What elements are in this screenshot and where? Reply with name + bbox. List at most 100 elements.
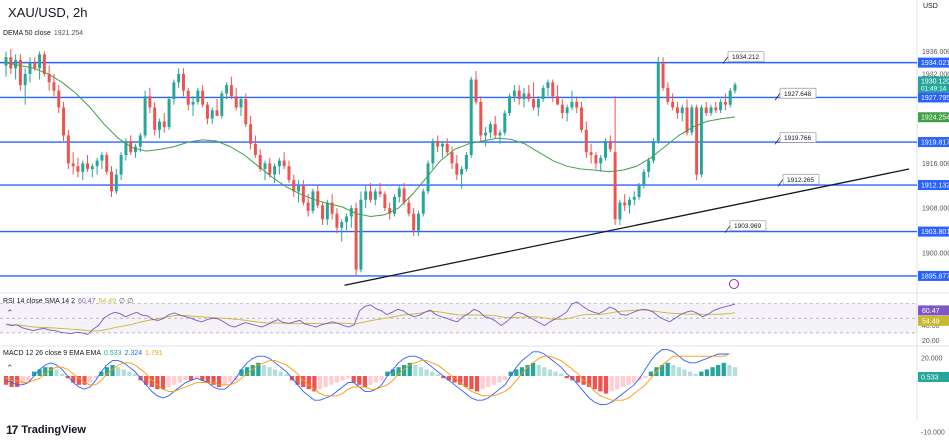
candle-body — [23, 73, 27, 86]
macd-collapse-icon[interactable]: ⌃ — [6, 363, 14, 373]
macd-histogram-bar — [43, 367, 48, 376]
macd-histogram-bar — [603, 376, 609, 394]
macd-legend-line: 2.324 — [124, 350, 143, 357]
ma-legend-name: DEMA 50 close — [3, 30, 51, 37]
candle-body — [608, 141, 612, 150]
candle-body — [628, 199, 631, 206]
candle-body — [253, 143, 257, 155]
candle-body — [373, 191, 377, 200]
ma-price-badge — [918, 112, 949, 123]
candle-body — [675, 107, 679, 114]
macd-histogram-bar — [497, 376, 502, 383]
callout-leader — [777, 179, 784, 187]
candle-body — [464, 155, 468, 169]
macd-legend-name: MACD 12 26 close 9 EMA EMA — [3, 350, 102, 357]
macd-histogram-bar — [256, 362, 261, 376]
candle-body — [440, 143, 444, 147]
macd-histogram-bar — [362, 376, 368, 387]
macd-value-badge-label: 0.533 — [921, 375, 939, 382]
macd-histogram-bar — [306, 376, 311, 390]
macd-histogram-bar — [155, 376, 160, 390]
macd-histogram-bar — [682, 369, 687, 376]
candle-body — [90, 166, 94, 169]
candle-body — [167, 99, 171, 128]
macd-histogram-bar — [402, 365, 407, 376]
macd-histogram-bar — [301, 376, 306, 387]
candle-body — [153, 107, 157, 130]
candle-body — [172, 82, 176, 100]
candle-body — [503, 113, 507, 133]
candle-body — [66, 135, 70, 164]
macd-histogram-bar — [727, 365, 732, 376]
macd-histogram-bar — [188, 376, 194, 381]
candle-body — [62, 107, 66, 136]
candle-body — [575, 101, 579, 108]
candle-body — [225, 85, 229, 94]
rsi-legend: RSI 14 close SMA 14 2 60.47 54.49 ∅ ∅ — [3, 297, 133, 305]
macd-histogram-bar — [211, 376, 216, 385]
candle-body — [637, 185, 641, 197]
bar-countdown-label: 01:49:14 — [921, 85, 947, 92]
macd-histogram-bar — [413, 365, 418, 376]
macd-histogram-bar — [458, 376, 463, 385]
candle-body — [306, 202, 310, 211]
rsi-sma-legend-value: 54.49 — [98, 298, 117, 305]
candle-body — [402, 188, 406, 203]
macd-histogram-bar — [693, 373, 698, 376]
candle-body — [695, 107, 699, 175]
level-axis-label: 1934.021 — [921, 60, 949, 67]
macd-histogram-bar — [284, 373, 289, 376]
ma-legend-value: 1921.254 — [53, 30, 84, 37]
macd-histogram-bar — [441, 376, 446, 379]
candle-body — [594, 155, 598, 164]
macd-histogram-bar — [312, 376, 317, 392]
candle-body — [201, 90, 205, 105]
macd-histogram-bar — [575, 376, 581, 383]
macd-tick-label: -10.000 — [921, 430, 945, 437]
macd-histogram-bar — [37, 369, 42, 376]
candle-body — [316, 191, 320, 206]
current-price-badge — [918, 76, 949, 93]
rsi-collapse-icon[interactable]: ⌃ — [6, 308, 14, 318]
candle-body — [397, 188, 401, 197]
candle-body — [474, 79, 478, 102]
candle-body — [431, 141, 435, 164]
candle-body — [512, 90, 516, 97]
macd-histogram-bar — [659, 365, 665, 376]
macd-histogram-bar — [93, 376, 98, 379]
tradingview-logo[interactable]: 17 TradingView — [6, 423, 86, 437]
macd-legend-signal: 1.791 — [145, 350, 163, 357]
callout-box — [782, 173, 820, 185]
candle-body — [321, 205, 325, 220]
candle-body — [119, 155, 123, 175]
rsi-legend-extra: ∅ ∅ — [119, 298, 134, 305]
candle-body — [709, 107, 713, 114]
macd-histogram-bar — [452, 376, 457, 383]
callout-label: 1934.212 — [732, 54, 759, 61]
level-axis-label: 1919.817 — [921, 140, 949, 147]
candle-body — [623, 202, 627, 206]
macd-histogram-bar — [390, 369, 396, 376]
level-axis-badge — [918, 180, 949, 191]
macd-histogram-bar — [222, 376, 227, 385]
candle-body — [421, 191, 425, 214]
macd-histogram-bar — [317, 376, 323, 390]
macd-histogram-bar — [430, 371, 435, 376]
candle-body — [671, 101, 675, 108]
macd-histogram-bar — [491, 376, 497, 385]
macd-histogram-bar — [357, 376, 362, 385]
level-axis-label: 1895.877 — [921, 273, 949, 280]
macd-histogram-bar — [132, 373, 138, 376]
candle-body — [311, 191, 315, 211]
candle-body — [215, 110, 219, 116]
candle-body — [580, 107, 584, 130]
macd-histogram-bar — [228, 376, 233, 383]
macd-histogram-bar — [65, 376, 70, 379]
candle-body — [349, 208, 353, 217]
candle-body — [666, 87, 670, 102]
candle-body — [647, 160, 651, 172]
macd-histogram-bar — [474, 376, 480, 392]
price-tick-label: 1936.000 — [922, 49, 949, 56]
candle-body — [584, 129, 588, 153]
